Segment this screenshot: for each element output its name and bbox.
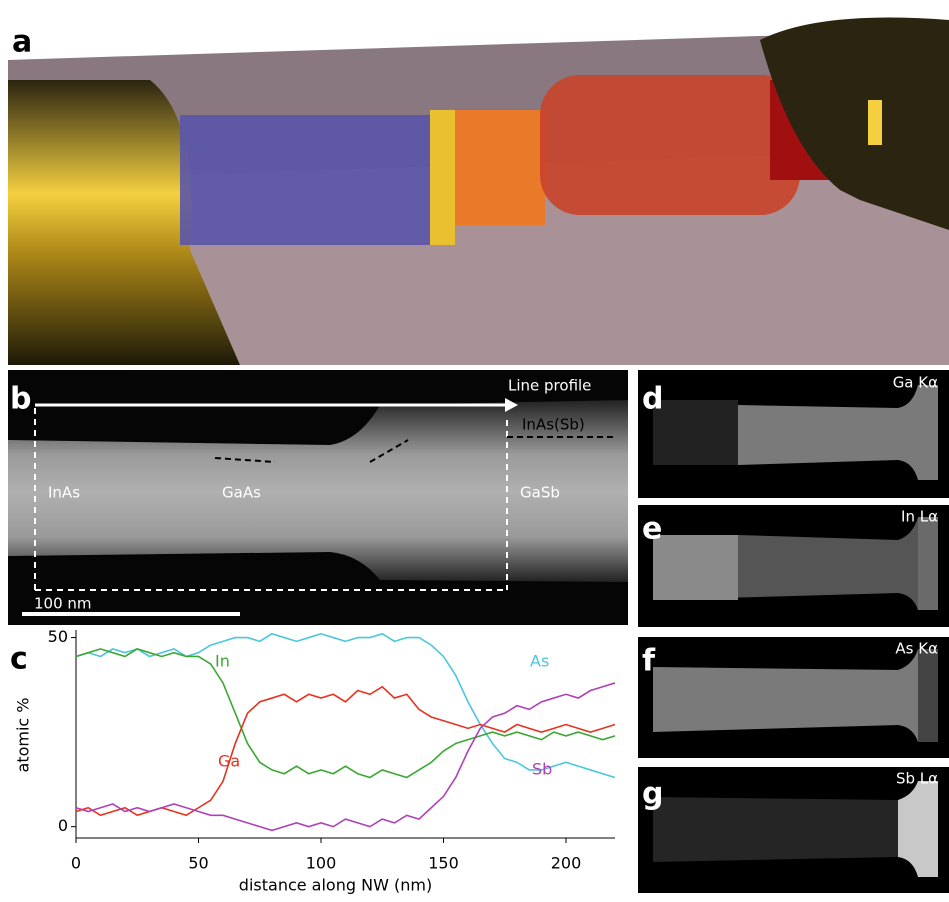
series-label: Ga xyxy=(218,752,240,771)
y-axis-label: atomic % xyxy=(14,698,33,773)
series-line xyxy=(75,682,616,832)
x-tick-label: 200 xyxy=(551,854,582,873)
panel-label: g xyxy=(642,777,663,812)
panel-b-image xyxy=(8,370,628,625)
panel-label: f xyxy=(642,644,656,679)
panel-label: e xyxy=(642,512,662,547)
panel-label: a xyxy=(12,25,32,60)
x-tick-label: 150 xyxy=(428,854,459,873)
map-label: Sb Lα xyxy=(896,770,938,788)
panel-a-render xyxy=(8,17,949,365)
panel-label: c xyxy=(10,642,28,677)
y-tick-label: 50 xyxy=(48,627,68,646)
y-tick-label: 0 xyxy=(58,816,68,835)
map-label: Ga Kα xyxy=(893,374,938,392)
x-axis-label: distance along NW (nm) xyxy=(239,876,432,895)
series-label: In xyxy=(215,652,230,671)
x-tick-label: 50 xyxy=(188,854,208,873)
line-profile-label: Line profile xyxy=(508,377,591,395)
map-label: In Lα xyxy=(901,508,938,526)
series-line xyxy=(75,648,616,779)
x-tick-label: 0 xyxy=(71,854,81,873)
line-chart: 0 50 0 50 100 150 200 distance along NW (nm) ato… xyxy=(14,627,616,895)
map-label: As Kα xyxy=(895,640,938,658)
region-label: GaSb xyxy=(520,484,560,502)
panel-label: b xyxy=(10,382,31,417)
eds-maps xyxy=(638,370,949,893)
series-label: Sb xyxy=(532,760,552,779)
region-label: GaAs xyxy=(222,484,261,502)
region-label: InAs xyxy=(48,484,80,502)
series-line xyxy=(75,685,616,817)
panel-label: d xyxy=(642,382,663,417)
scale-bar-label: 100 nm xyxy=(34,595,92,613)
region-label: InAs(Sb) xyxy=(522,416,585,434)
series-line xyxy=(75,632,616,779)
series-label: As xyxy=(530,652,549,671)
x-tick-label: 100 xyxy=(306,854,337,873)
